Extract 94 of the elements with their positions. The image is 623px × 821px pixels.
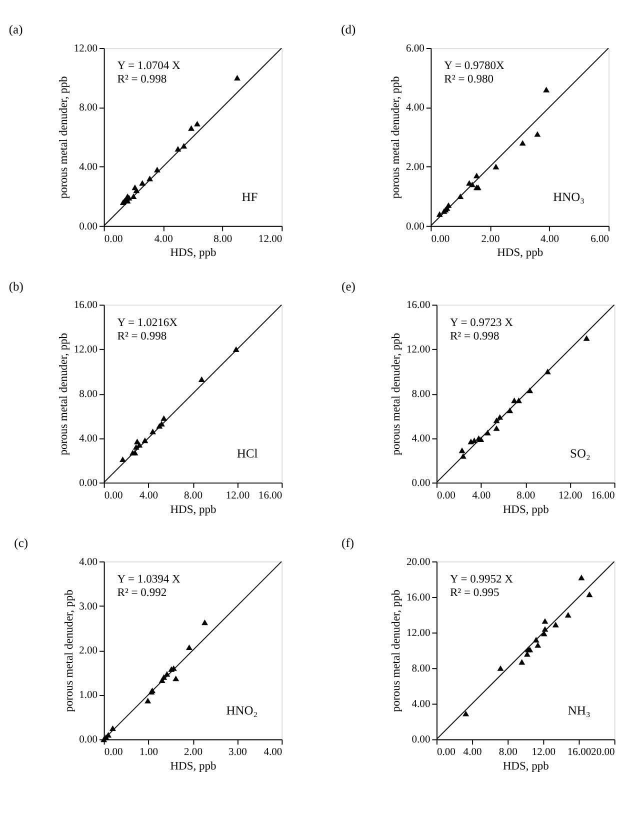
x-tick-label: 12.00 <box>558 490 582 502</box>
y-tick-label: 4.00 <box>412 433 430 444</box>
x-tick-label: 4.00 <box>540 234 560 245</box>
annotation: HF <box>242 190 258 204</box>
x-tick-label: 16.00 <box>591 490 615 502</box>
y-axis-title: porous metal denuder, ppb <box>390 589 403 712</box>
y-tick-label: 0.00 <box>412 478 430 489</box>
annotation: Y = 0.9723 X <box>450 316 514 329</box>
chart-title: (e) <box>342 279 356 294</box>
x-tick-label: 0.00 <box>104 747 123 758</box>
x-axis-title: HDS, ppb <box>170 760 217 773</box>
y-tick-label: 4.00 <box>79 556 98 568</box>
annotation: R² = 0.998 <box>117 74 167 86</box>
y-axis-title: porous metal denuder, ppb <box>390 76 402 199</box>
y-tick-label: 4.00 <box>412 699 430 710</box>
annotation: HCl <box>236 446 258 461</box>
x-tick-label: 2.00 <box>184 747 202 758</box>
annotation: Y = 1.0704 X <box>117 60 181 72</box>
x-axis-title: HDS, ppb <box>170 247 217 260</box>
annotation: Y = 0.9952 X <box>450 574 514 586</box>
chart-title: (b) <box>8 279 24 294</box>
y-tick-label: 20.00 <box>406 556 430 568</box>
y-tick-label: 2.00 <box>79 646 98 657</box>
x-tick-label: 12.00 <box>226 490 250 502</box>
y-axis-title: porous metal denuder, ppb <box>63 589 76 712</box>
annotation: R² = 0.998 <box>117 330 167 342</box>
x-tick-label: 8.00 <box>184 490 202 502</box>
annotation: NH₃ <box>568 703 590 718</box>
x-tick-label: 16.00 <box>567 747 592 758</box>
x-tick-label: 0.00 <box>431 234 450 245</box>
y-tick-label: 16.00 <box>406 592 430 604</box>
y-tick-label: 12.00 <box>406 344 430 356</box>
x-tick-label: 12.00 <box>258 234 282 245</box>
annotation: Y = 1.0216X <box>117 316 178 329</box>
y-axis-title: porous metal denuder, ppb <box>58 76 70 199</box>
chart-title: (f) <box>342 536 354 550</box>
x-tick-label: 4.00 <box>154 234 173 245</box>
x-tick-label: 8.00 <box>498 747 518 758</box>
y-tick-label: 8.00 <box>412 664 430 675</box>
annotation: HNO₂ <box>226 703 258 718</box>
y-tick-label: 8.00 <box>412 389 430 400</box>
annotation: R² = 0.980 <box>444 74 494 86</box>
annotation: R² = 0.992 <box>117 587 167 600</box>
y-tick-label: 0.00 <box>406 221 424 232</box>
y-tick-label: 12.00 <box>406 628 430 639</box>
y-axis-title: porous metal denuder, ppb <box>390 332 403 456</box>
y-tick-label: 0.00 <box>79 221 98 232</box>
x-tick-label: 20.00 <box>591 747 615 758</box>
y-tick-label: 16.00 <box>74 300 98 312</box>
y-tick-label: 2.00 <box>406 162 424 173</box>
y-tick-label: 4.00 <box>79 162 98 173</box>
y-tick-label: 0.00 <box>79 478 98 489</box>
y-tick-label: 1.00 <box>79 690 98 702</box>
y-tick-label: 8.00 <box>79 389 98 400</box>
x-tick-label: 2.00 <box>481 234 500 245</box>
x-tick-label: 0.00 <box>104 234 123 245</box>
x-tick-label: 0.00 <box>436 490 456 502</box>
x-tick-label: 4.00 <box>264 747 282 758</box>
x-tick-label: 8.00 <box>214 234 232 245</box>
x-axis-title: HDS, ppb <box>170 504 217 516</box>
x-tick-label: 0.00 <box>436 747 456 758</box>
x-tick-label: 0.00 <box>104 490 123 502</box>
annotation: Y = 0.9780X <box>444 60 505 72</box>
x-tick-label: 4.00 <box>140 490 158 502</box>
y-tick-label: 0.00 <box>79 734 98 746</box>
x-tick-label: 4.00 <box>472 490 491 502</box>
annotation: Y = 1.0394 X <box>117 574 181 586</box>
annotation: R² = 0.998 <box>450 330 500 342</box>
x-tick-label: 8.00 <box>516 490 536 502</box>
annotation: HNO₃ <box>553 190 585 204</box>
annotation: R² = 0.995 <box>450 587 500 600</box>
chart-title: (a) <box>8 22 23 37</box>
y-axis-title: porous metal denuder, ppb <box>58 332 70 456</box>
y-tick-label: 4.00 <box>406 102 424 114</box>
x-tick-label: 6.00 <box>590 234 610 245</box>
annotation: SO₂ <box>570 446 590 461</box>
x-tick-label: 1.00 <box>140 747 158 758</box>
chart-title: (c) <box>14 536 28 550</box>
x-axis-title: HDS, ppb <box>497 247 544 260</box>
x-tick-label: 3.00 <box>228 747 247 758</box>
x-tick-label: 16.00 <box>258 490 282 502</box>
y-tick-label: 3.00 <box>79 601 98 612</box>
y-tick-label: 12.00 <box>74 43 98 54</box>
y-tick-label: 4.00 <box>79 433 98 444</box>
x-tick-label: 12.00 <box>532 747 556 758</box>
y-tick-label: 12.00 <box>74 344 98 356</box>
y-tick-label: 8.00 <box>79 102 98 114</box>
chart-title: (d) <box>341 22 356 37</box>
x-axis-title: HDS, ppb <box>502 504 550 516</box>
y-tick-label: 16.00 <box>406 300 430 312</box>
x-axis-title: HDS, ppb <box>502 760 550 773</box>
y-tick-label: 0.00 <box>412 734 430 746</box>
y-tick-label: 6.00 <box>406 43 424 54</box>
x-tick-label: 4.00 <box>463 747 482 758</box>
